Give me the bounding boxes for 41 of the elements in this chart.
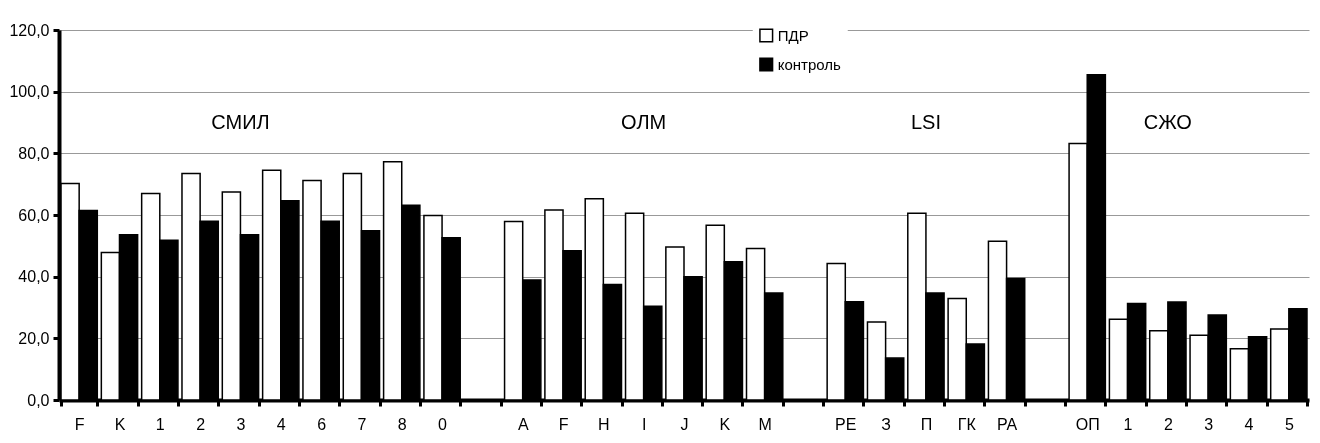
x-tick-label: ГК — [957, 415, 977, 433]
x-tick-label: J — [680, 415, 689, 433]
x-tick-label: K — [719, 415, 731, 433]
x-tick-label: F — [558, 415, 569, 433]
y-tick-label: 20,0 — [18, 329, 50, 347]
x-tick-label: A — [517, 415, 529, 433]
x-tick-label: 2 — [1163, 415, 1173, 433]
y-tick-label: 0,0 — [27, 391, 50, 409]
x-tick-label: M — [758, 415, 772, 433]
annotation: СМИЛ — [211, 111, 270, 133]
x-tick-label: H — [598, 415, 610, 433]
annotation: СЖО — [1143, 111, 1192, 133]
x-tick-label: 4 — [276, 415, 286, 433]
x-tick-label: 6 — [317, 415, 327, 433]
annotation: LSI — [910, 111, 941, 133]
y-tick-label: 100,0 — [9, 83, 50, 101]
x-tick-label: 3 — [1204, 415, 1214, 433]
x-tick-label: 0 — [438, 415, 448, 433]
y-tick-label: 40,0 — [18, 268, 50, 286]
x-tick-label: З — [881, 415, 891, 433]
x-tick-label: F — [74, 415, 85, 433]
x-tick-label: РЕ — [835, 415, 857, 433]
x-tick-label: РА — [996, 415, 1018, 433]
x-tick-label: 4 — [1244, 415, 1254, 433]
legend-label: контроль — [777, 55, 842, 73]
x-tick-label: 8 — [397, 415, 407, 433]
legend-label: ПДР — [777, 26, 809, 44]
y-tick-label: 80,0 — [18, 144, 50, 162]
annotation: ОЛМ — [621, 111, 667, 133]
x-tick-label: 2 — [196, 415, 206, 433]
x-tick-label: 5 — [1284, 415, 1294, 433]
y-tick-label: 60,0 — [18, 206, 50, 224]
y-tick-label: 120,0 — [9, 21, 50, 39]
x-tick-label: ОП — [1075, 415, 1100, 433]
x-tick-label: K — [114, 415, 126, 433]
x-tick-label: 7 — [357, 415, 367, 433]
x-tick-label: П — [920, 415, 933, 433]
x-tick-label: 3 — [236, 415, 246, 433]
x-tick-label: 1 — [155, 415, 165, 433]
x-tick-label: 1 — [1123, 415, 1133, 433]
x-tick-label: I — [641, 415, 647, 433]
